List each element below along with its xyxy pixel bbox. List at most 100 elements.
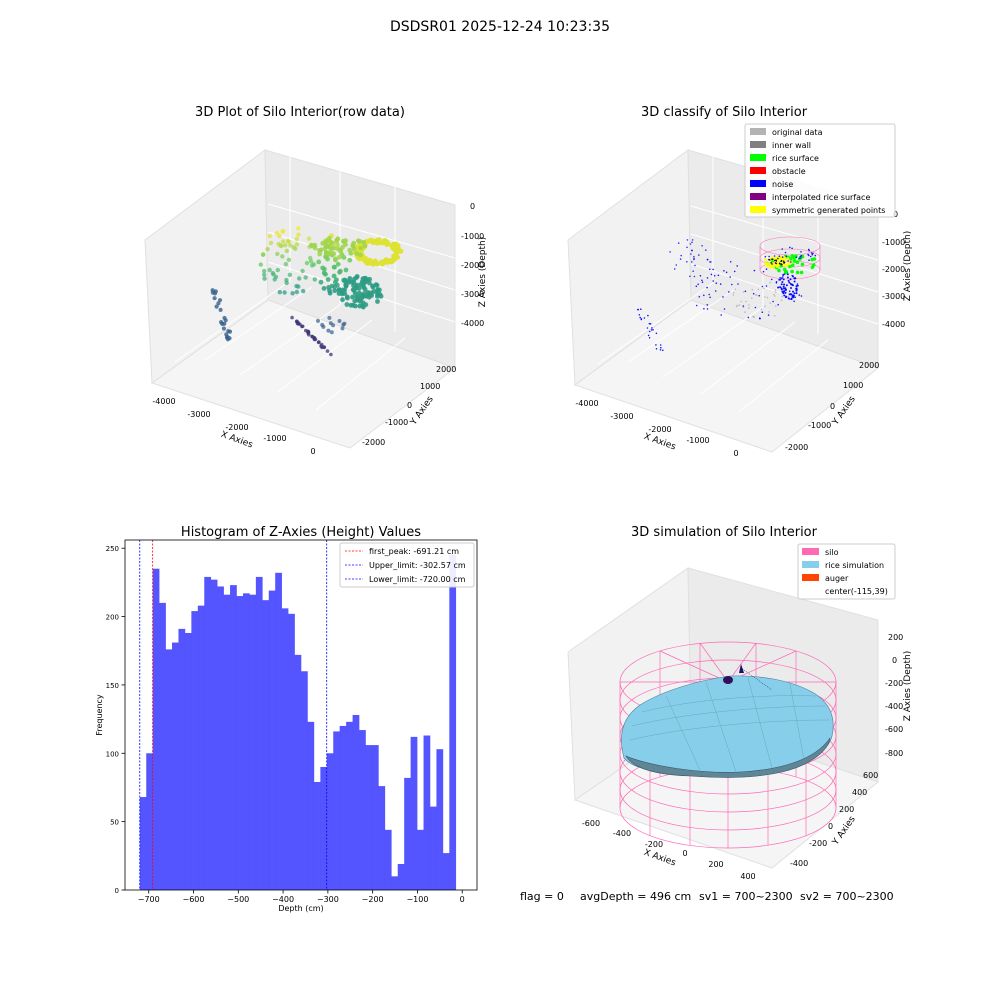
histogram-bar: [307, 721, 315, 890]
scatter-point: [261, 252, 266, 257]
scatter-point: [793, 300, 795, 303]
scatter-point: [786, 257, 790, 261]
histogram-bar: [371, 745, 379, 890]
scatter-point: [262, 272, 267, 277]
scatter-point: [800, 257, 802, 259]
scatter-point: [808, 249, 810, 252]
scatter-point: [742, 291, 745, 293]
scatter-point: [354, 251, 360, 256]
scatter-point: [775, 262, 778, 265]
scatter-point: [763, 258, 767, 262]
scatter-point: [769, 281, 771, 284]
scatter-point: [768, 311, 770, 313]
x-tick-label: -4000: [575, 399, 598, 408]
panel1-z-axis-label: Z Axies (Depth): [478, 237, 488, 308]
scatter-point: [783, 283, 786, 286]
scatter-point: [325, 251, 331, 257]
scatter-point: [316, 259, 322, 265]
scatter-point: [728, 291, 730, 293]
scatter-point: [713, 275, 716, 277]
scatter-point: [800, 262, 805, 267]
scatter-point: [280, 254, 285, 259]
histogram-bar: [178, 628, 186, 890]
y-tick-label: 0: [828, 822, 833, 831]
scatter-point: [780, 259, 783, 262]
scatter-point: [775, 291, 777, 294]
x-tick-label: -3000: [610, 412, 633, 421]
histogram-bar: [242, 593, 250, 890]
panel3-title: Histogram of Z-Axies (Height) Values: [181, 525, 421, 540]
scatter-point: [689, 243, 692, 245]
scatter-point: [332, 288, 338, 294]
scatter-point: [277, 290, 282, 295]
scatter-point: [784, 291, 787, 294]
legend-swatch: [750, 206, 766, 213]
z-tick-label: -2000: [461, 261, 484, 270]
scatter-point: [758, 294, 760, 297]
scatter-point: [701, 279, 703, 282]
x-tick-label: -200: [645, 840, 663, 849]
histogram-bar: [210, 579, 218, 890]
histogram-bar: [429, 806, 437, 890]
scatter-point: [769, 302, 772, 304]
scatter-point: [691, 261, 693, 263]
scatter-point: [788, 290, 791, 293]
histogram-bar: [339, 725, 347, 890]
scatter-point: [734, 288, 737, 291]
scatter-point: [783, 290, 786, 293]
legend-label: auger: [825, 574, 849, 583]
panel4-z-ticks: 200 0 -200 -400 -600 -800: [885, 633, 903, 758]
scatter-point: [778, 255, 781, 257]
scatter-point: [751, 297, 753, 299]
y-tick-label: -2000: [785, 443, 808, 452]
scatter-point: [290, 291, 295, 296]
scatter-point: [768, 258, 770, 261]
scatter-point: [789, 246, 791, 249]
panel1-grid-line: [174, 280, 291, 363]
scatter-point: [347, 257, 353, 263]
z-tick-label: -1000: [882, 238, 905, 247]
scatter-point: [274, 231, 280, 236]
scatter-point: [355, 238, 361, 244]
scatter-point: [703, 308, 705, 310]
scatter-point: [660, 346, 662, 349]
silo-wire-spoke: [727, 642, 757, 683]
panel4-y-ticks: -400 -200 0 200 400 600: [790, 771, 878, 868]
scatter-point: [669, 251, 671, 253]
scatter-point: [786, 262, 790, 266]
histogram-bar: [217, 586, 224, 890]
z-tick-label: 0: [893, 210, 898, 219]
scatter-point: [212, 296, 217, 301]
scatter-point: [276, 242, 281, 247]
scatter-point: [773, 293, 775, 296]
scatter-point: [693, 257, 695, 260]
scatter-point: [294, 242, 300, 247]
scatter-point: [216, 301, 221, 306]
scatter-point: [296, 284, 301, 289]
scatter-point: [812, 257, 817, 261]
scatter-point: [787, 297, 790, 300]
scatter-point: [789, 256, 793, 261]
scatter-point: [648, 337, 651, 339]
legend-swatch: [802, 561, 819, 568]
histogram-bar: [230, 585, 237, 890]
scatter-point: [812, 252, 814, 255]
scatter-point: [733, 270, 736, 273]
scatter-point: [297, 276, 302, 281]
scatter-point: [647, 334, 650, 337]
z-tick-label: -3000: [882, 292, 905, 301]
scatter-point: [258, 262, 263, 267]
legend-frame: [744, 123, 896, 218]
scatter-point: [335, 236, 341, 242]
x-tick-label: −400: [272, 895, 294, 904]
scatter-point: [706, 308, 709, 310]
scatter-point: [787, 279, 790, 282]
histogram-frame: [124, 539, 478, 891]
x-tick-label: −200: [362, 895, 384, 904]
scatter-point: [290, 315, 294, 320]
scatter-point: [701, 245, 703, 247]
scatter-point: [686, 239, 689, 241]
scatter-point: [317, 248, 322, 253]
histogram-bar: [346, 721, 353, 890]
x-tick-label: -3000: [187, 410, 210, 419]
